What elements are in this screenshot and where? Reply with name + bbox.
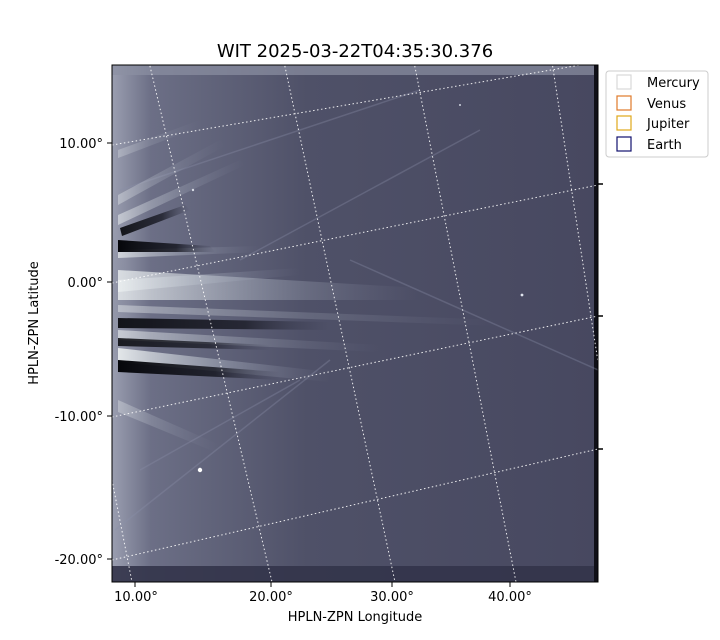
legend-box: [605, 70, 709, 158]
x-tick-label: 30.00°: [370, 590, 414, 605]
y-axis-label: HPLN-ZPN Latitude: [27, 261, 42, 384]
legend-label: Venus: [647, 97, 686, 112]
star-speck: [197, 467, 203, 473]
x-tick-label: 20.00°: [249, 590, 293, 605]
y-axis: 10.00° 0.00° -10.00° -20.00°: [55, 137, 112, 568]
earth-swatch-icon: [616, 136, 632, 152]
mercury-swatch-icon: [616, 74, 632, 90]
y-tick-label: -20.00°: [55, 553, 103, 568]
x-tick-label: 10.00°: [114, 590, 158, 605]
coronagraph-image: [112, 65, 598, 582]
star-speck: [459, 104, 461, 106]
legend-label: Earth: [647, 138, 682, 153]
x-tick-label: 40.00°: [488, 590, 532, 605]
x-axis: 10.00° 20.00° 30.00° 40.00°: [114, 582, 532, 605]
legend-item-venus: Venus: [616, 95, 686, 112]
right-edge-ticks: [598, 183, 603, 450]
dark-bands: [118, 205, 330, 380]
streamer-rays: [118, 120, 500, 452]
star-speck: [191, 188, 195, 192]
y-tick-label: -10.00°: [55, 410, 103, 425]
y-tick-label: 10.00°: [59, 137, 103, 152]
legend-label: Mercury: [647, 76, 700, 91]
jupiter-swatch-icon: [616, 115, 632, 131]
legend-item-earth: Earth: [616, 136, 682, 153]
legend-item-jupiter: Jupiter: [616, 115, 690, 132]
x-axis-label: HPLN-ZPN Longitude: [288, 610, 423, 625]
plot-title: WIT 2025-03-22T04:35:30.376: [217, 41, 493, 62]
venus-swatch-icon: [616, 95, 632, 111]
star-speck: [520, 293, 524, 297]
y-tick-label: 0.00°: [68, 276, 103, 291]
axes-frame: [111, 64, 599, 583]
legend: Mercury Venus Jupiter Earth: [605, 70, 709, 158]
coordinate-grid: [112, 65, 598, 582]
legend-label: Jupiter: [646, 117, 690, 132]
legend-item-mercury: Mercury: [616, 74, 700, 91]
